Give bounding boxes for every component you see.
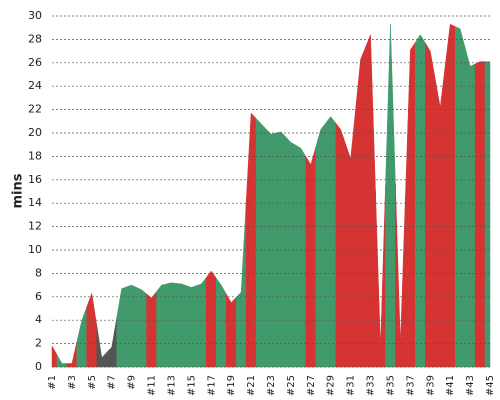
x-tick-label: #15 xyxy=(186,375,197,396)
x-tick-label: #41 xyxy=(445,375,456,396)
y-tick-label: 18 xyxy=(28,149,42,162)
area-segment xyxy=(484,61,491,368)
x-tick-label: #37 xyxy=(405,375,416,396)
x-tick-label: #19 xyxy=(226,375,237,396)
area-segment xyxy=(395,183,406,368)
area-segment xyxy=(96,325,107,368)
area-segment xyxy=(146,290,157,368)
area-segment xyxy=(51,344,58,368)
area-segment xyxy=(315,122,326,368)
area-segment xyxy=(116,286,127,368)
y-tick-label: 22 xyxy=(28,103,42,116)
x-tick-label: #45 xyxy=(485,375,496,396)
area-segment xyxy=(275,131,287,368)
area-segment xyxy=(126,284,137,368)
x-tick-label: #21 xyxy=(246,375,257,396)
x-tick-label: #35 xyxy=(385,375,396,396)
x-tick-label: #31 xyxy=(346,375,357,396)
x-tick-label: #13 xyxy=(166,375,177,396)
area-segment xyxy=(345,108,356,368)
area-segment xyxy=(425,42,436,368)
y-axis-label: mins xyxy=(11,173,26,208)
area-segment xyxy=(415,34,426,368)
area-segment xyxy=(56,353,68,368)
y-tick-label: 12 xyxy=(28,220,42,233)
y-tick-label: 6 xyxy=(35,290,42,303)
area-segment xyxy=(225,292,237,368)
area-segment xyxy=(444,23,456,368)
area-segment xyxy=(255,117,267,368)
area-segment xyxy=(325,116,336,368)
x-tick-label: #9 xyxy=(127,375,138,390)
x-tick-label: #27 xyxy=(306,375,317,396)
area-segment xyxy=(265,128,277,368)
x-tick-label: #23 xyxy=(266,375,277,396)
y-tick-label: 28 xyxy=(28,32,42,45)
area-segment xyxy=(106,317,117,368)
area-segment xyxy=(136,287,147,368)
area-segment xyxy=(435,65,446,368)
area-segment xyxy=(285,136,297,368)
y-tick-label: 16 xyxy=(28,173,42,186)
x-tick-label: #29 xyxy=(326,375,337,396)
y-tick-label: 8 xyxy=(35,266,42,279)
x-tick-label: #11 xyxy=(147,375,158,396)
y-tick-label: 26 xyxy=(28,56,42,69)
area-segment xyxy=(305,146,317,368)
area-segment xyxy=(464,47,476,368)
area-segment xyxy=(295,144,307,368)
area-segment xyxy=(176,283,187,368)
y-tick-label: 20 xyxy=(28,126,42,139)
area-segment xyxy=(335,122,346,368)
x-tick-label: #17 xyxy=(206,375,217,396)
x-tick-label: #3 xyxy=(67,375,78,390)
area-segment xyxy=(216,277,227,368)
area-segment xyxy=(156,283,167,368)
x-tick-label: #33 xyxy=(366,375,377,396)
area-segment xyxy=(474,61,486,368)
area-segment xyxy=(375,185,386,368)
area-segment xyxy=(385,24,396,368)
x-tick-label: #25 xyxy=(286,375,297,396)
area-segment xyxy=(66,341,78,368)
area-segment xyxy=(405,41,416,368)
x-tick-label: #1 xyxy=(47,375,58,390)
area-segment xyxy=(365,34,376,368)
area-segment xyxy=(206,270,217,368)
area-segment xyxy=(454,26,466,368)
area-segment xyxy=(196,276,207,368)
y-tick-label: 30 xyxy=(28,9,42,22)
area-segment xyxy=(86,292,98,368)
area-segment xyxy=(166,282,177,368)
x-tick-label: #39 xyxy=(425,375,436,396)
y-tick-label: 4 xyxy=(35,313,42,326)
y-tick-label: 24 xyxy=(28,79,42,92)
x-tick-label: #5 xyxy=(87,375,98,390)
area-segment xyxy=(235,202,247,368)
area-segment xyxy=(355,46,366,368)
area-segment xyxy=(76,306,88,368)
y-tick-label: 10 xyxy=(28,243,42,256)
y-tick-label: 2 xyxy=(35,337,42,350)
area-segment xyxy=(186,285,197,368)
area-segment xyxy=(245,112,257,368)
x-tick-label: #43 xyxy=(465,375,476,396)
y-tick-label: 14 xyxy=(28,196,42,209)
x-tick-label: #7 xyxy=(107,375,118,390)
y-tick-label: 0 xyxy=(35,360,42,373)
